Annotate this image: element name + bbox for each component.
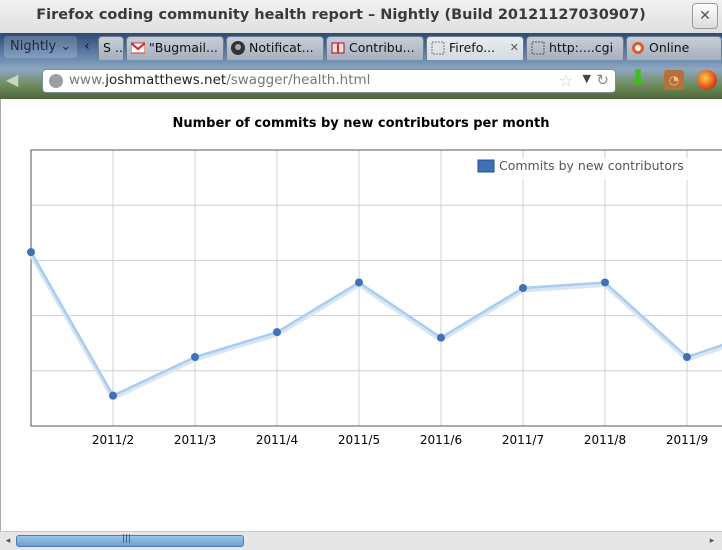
tab[interactable]: http:....cgi	[526, 36, 624, 60]
x-tick-label: 2011/9	[666, 433, 708, 447]
scroll-left-icon[interactable]: ◂	[5, 536, 11, 546]
url-prefix: www.	[69, 72, 106, 88]
tab-label: Firefo...	[449, 40, 496, 55]
data-point	[519, 284, 527, 292]
download-icon[interactable]: ⬇	[628, 66, 648, 91]
scroll-right-icon[interactable]: ▸	[709, 536, 715, 546]
tab-selected[interactable]: Firefo... ✕	[426, 36, 524, 60]
gmail-icon	[131, 42, 145, 54]
tab[interactable]: Online	[626, 36, 722, 60]
book-icon	[331, 42, 345, 54]
window-title: Firefox coding community health report –…	[36, 7, 646, 23]
data-point	[683, 353, 691, 361]
tab-label: "Bugmail...	[149, 40, 218, 55]
x-axis-ticks: 2011/2 2011/3 2011/4 2011/5 2011/6 2011/7 2011…	[92, 433, 708, 447]
data-point	[27, 248, 35, 257]
scroll-tabs-left-icon[interactable]: ‹	[84, 39, 90, 54]
close-tab-icon[interactable]: ✕	[509, 41, 519, 54]
legend-background	[475, 158, 722, 180]
x-tick-label: 2011/6	[420, 433, 462, 447]
commits-chart: Number of commits by new contributors pe…	[27, 116, 722, 447]
app-menu-label: Nightly	[10, 39, 57, 54]
app-menu-button[interactable]: Nightly ⌄	[4, 36, 78, 58]
legend-swatch	[477, 159, 495, 173]
url-dropdown-icon[interactable]: ▼	[582, 72, 591, 85]
series-line	[29, 251, 722, 398]
blank-page-icon	[531, 41, 545, 55]
page-content: Number of commits by new contributors pe…	[0, 99, 722, 531]
back-arrow-icon[interactable]: ◀	[6, 70, 19, 89]
github-icon	[231, 41, 245, 55]
chart-legend: Commits by new contributors	[475, 158, 722, 180]
data-point	[437, 333, 445, 342]
reload-icon[interactable]: ↻	[596, 71, 609, 89]
data-point	[273, 328, 281, 337]
rss-icon[interactable]: ◔	[664, 70, 684, 90]
data-point	[191, 353, 199, 361]
close-window-button[interactable]: ✕	[692, 3, 718, 29]
navigation-bar: ◀ www.joshmatthews.net/swagger/health.ht…	[0, 63, 722, 97]
scrollbar-thumb[interactable]: |||	[16, 534, 244, 547]
firefox-icon[interactable]	[697, 70, 717, 90]
tab-label: Contribu...	[349, 40, 415, 55]
chart-grid	[31, 150, 722, 426]
url-domain: joshmatthews.net	[105, 72, 227, 88]
tab-label: http:....cgi	[549, 40, 614, 55]
grip-icon: |||	[122, 534, 132, 544]
tab[interactable]: Notificat...	[226, 36, 324, 60]
x-tick-label: 2011/4	[256, 433, 298, 447]
tab-strip: Nightly ⌄ ‹ S ... "Bugmail... Notificat.…	[0, 33, 722, 61]
x-tick-label: 2011/7	[502, 433, 544, 447]
x-tick-label: 2011/5	[338, 433, 380, 447]
plot-area-border	[30, 149, 722, 427]
bookmark-star-icon[interactable]: ☆	[558, 71, 573, 90]
series-layer	[27, 248, 722, 401]
chart-title: Number of commits by new contributors pe…	[172, 116, 549, 131]
legend-label: Commits by new contributors	[499, 158, 684, 173]
tab[interactable]: Contribu...	[326, 36, 424, 60]
window-titlebar: Firefox coding community health report –…	[0, 0, 722, 34]
tab[interactable]: "Bugmail...	[126, 36, 224, 60]
data-point	[601, 278, 609, 287]
horizontal-scrollbar[interactable]: ◂ ||| ▸	[0, 531, 722, 550]
url-path: /swagger/health.html	[226, 72, 371, 88]
data-point	[109, 391, 117, 400]
chevron-down-icon: ⌄	[60, 39, 72, 54]
blank-page-icon	[431, 41, 445, 55]
url-bar[interactable]: www.joshmatthews.net/swagger/health.html…	[42, 69, 616, 93]
tab-label: S ...	[103, 40, 123, 55]
online-icon	[632, 42, 644, 54]
tab[interactable]: S ...	[98, 36, 124, 60]
series-line-shadow	[28, 252, 722, 401]
x-tick-label: 2011/2	[92, 433, 134, 447]
x-tick-label: 2011/3	[174, 433, 216, 447]
tab-label: Online	[649, 40, 690, 55]
data-point	[355, 278, 363, 287]
tab-label: Notificat...	[249, 40, 314, 55]
url-text: www.joshmatthews.net/swagger/health.html	[69, 72, 370, 88]
globe-icon	[49, 74, 63, 88]
x-tick-label: 2011/8	[584, 433, 626, 447]
